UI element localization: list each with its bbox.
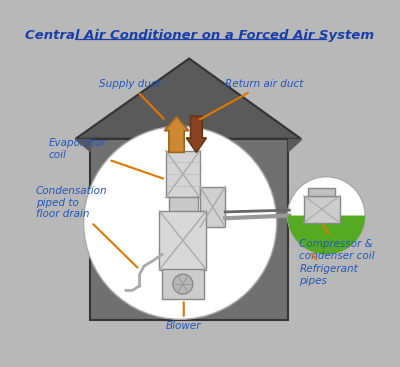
Polygon shape — [288, 139, 301, 150]
Circle shape — [173, 274, 193, 294]
Text: Condensation
piped to
floor drain: Condensation piped to floor drain — [36, 186, 138, 268]
Text: Blower: Blower — [166, 302, 202, 331]
Circle shape — [84, 126, 277, 319]
Text: Compressor &
condenser coil: Compressor & condenser coil — [299, 225, 375, 261]
FancyBboxPatch shape — [166, 150, 200, 197]
Polygon shape — [76, 59, 301, 139]
Wedge shape — [288, 215, 365, 254]
FancyArrow shape — [186, 116, 206, 152]
FancyBboxPatch shape — [308, 189, 335, 196]
Text: Supply duct: Supply duct — [99, 79, 164, 119]
Polygon shape — [76, 139, 90, 150]
FancyBboxPatch shape — [160, 211, 206, 270]
FancyArrow shape — [164, 116, 189, 152]
FancyBboxPatch shape — [162, 269, 204, 299]
FancyBboxPatch shape — [200, 187, 225, 227]
FancyBboxPatch shape — [169, 197, 198, 212]
FancyBboxPatch shape — [304, 196, 340, 223]
Polygon shape — [90, 139, 288, 320]
Text: Refrigerant
pipes: Refrigerant pipes — [299, 254, 358, 286]
Text: Return air duct: Return air duct — [200, 79, 304, 120]
Text: Evaporator
coil: Evaporator coil — [48, 138, 163, 178]
Circle shape — [288, 177, 365, 254]
Text: Central Air Conditioner on a Forced Air System: Central Air Conditioner on a Forced Air … — [26, 29, 374, 42]
